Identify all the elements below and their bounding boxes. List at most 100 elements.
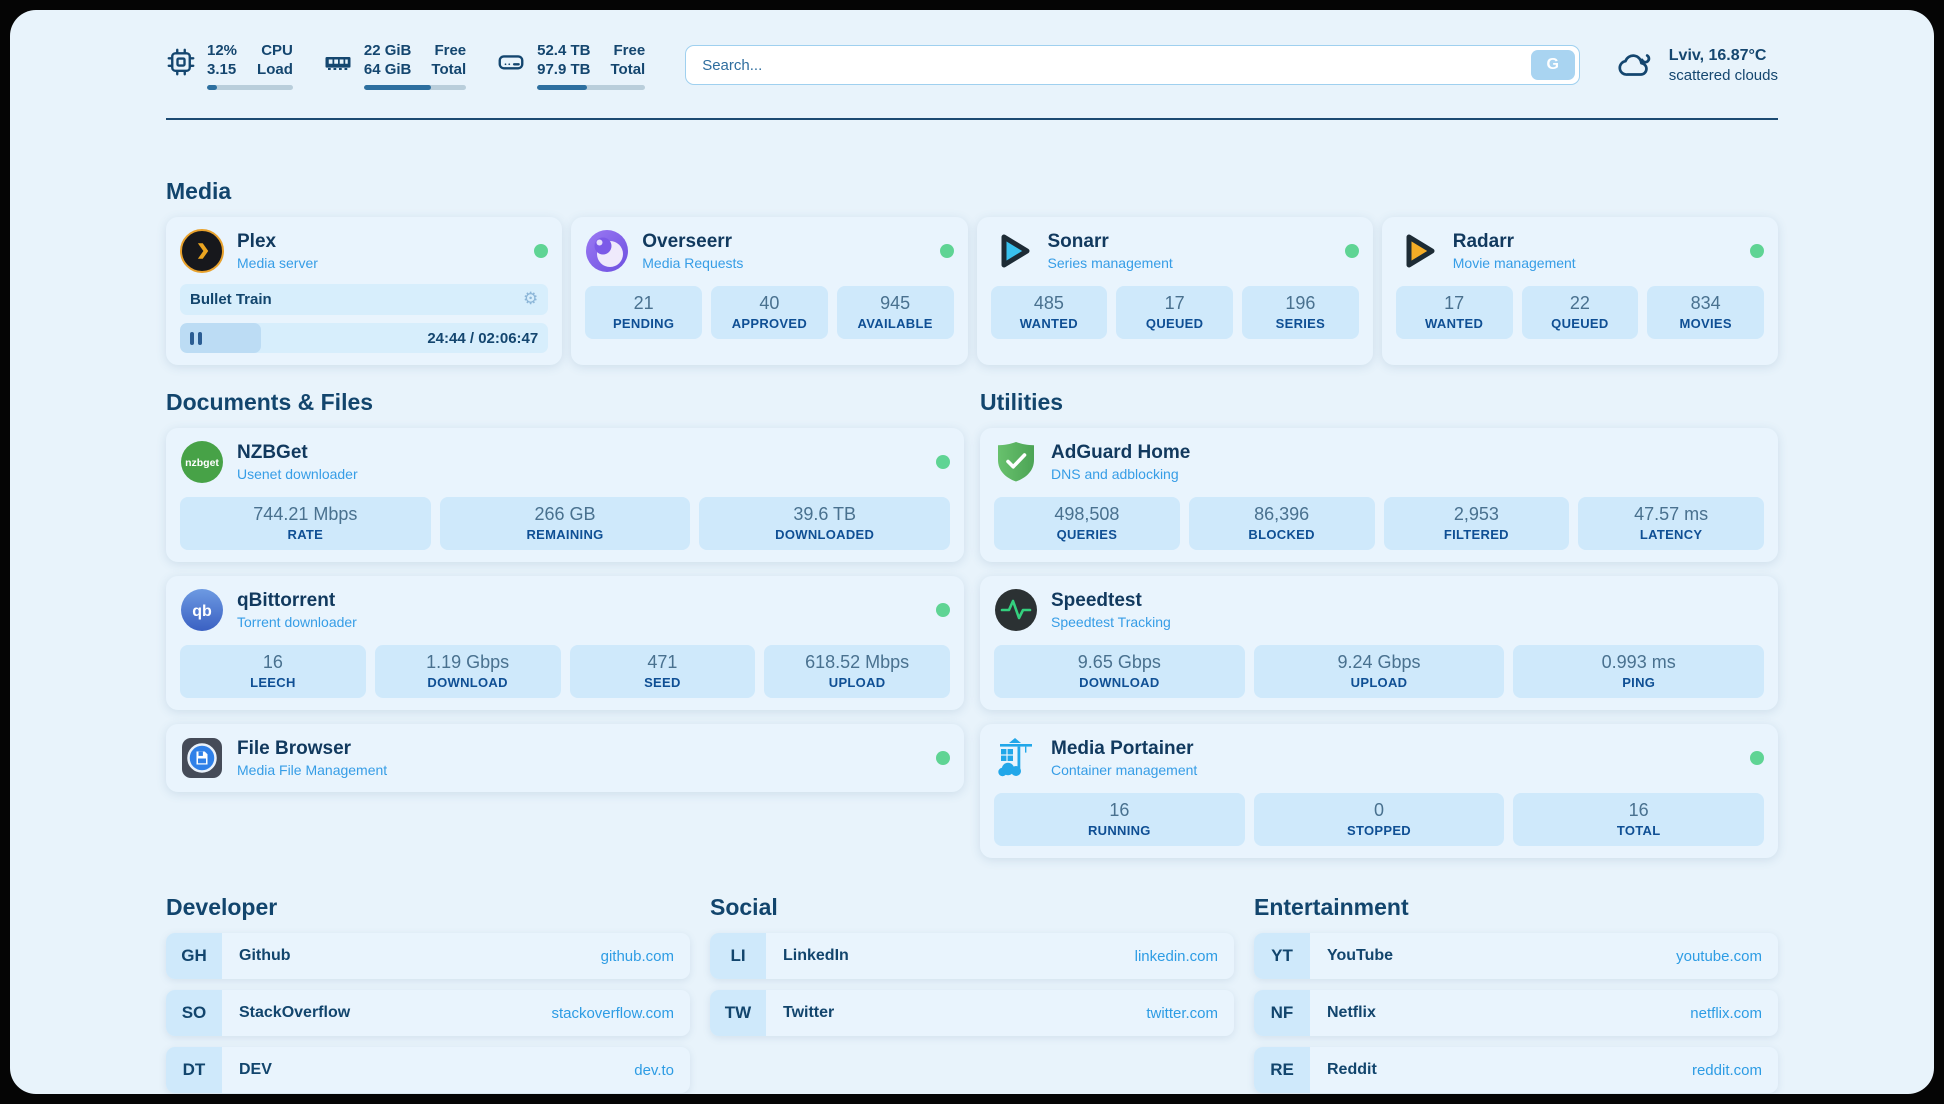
bookmark-badge: NF	[1254, 990, 1310, 1036]
app-card-speedtest[interactable]: Speedtest Speedtest Tracking 9.65 Gbps DO…	[980, 576, 1778, 710]
bookmark-domain: reddit.com	[1691, 1061, 1762, 1079]
bookmark-domain: linkedin.com	[1134, 947, 1218, 965]
app-card-adguard[interactable]: AdGuard Home DNS and adblocking 498,508 Q…	[980, 428, 1778, 562]
stat-box: 9.24 Gbps UPLOAD	[1253, 645, 1505, 698]
now-playing-title: Bullet Train	[190, 291, 272, 308]
qbittorrent-icon: qb	[181, 589, 223, 631]
playback-progressbar[interactable]: 24:44 / 02:06:47	[180, 323, 549, 353]
app-name: File Browser	[237, 737, 352, 759]
disk-total-value: 97.9 TB	[537, 61, 591, 78]
portainer-icon	[998, 738, 1032, 777]
app-card-overseerr[interactable]: Overseerr Media Requests 21 PENDING 40 APP…	[571, 217, 968, 365]
stat-box: 17 QUEUED	[1116, 286, 1233, 339]
cloud-icon	[1618, 54, 1650, 76]
search-input[interactable]	[685, 45, 1580, 85]
bookmark-netflix[interactable]: NF Netflix netflix.com	[1254, 990, 1778, 1036]
app-desc: Media File Management	[237, 762, 388, 779]
section-title-entertainment: Entertainment	[1254, 894, 1409, 920]
app-desc: DNS and adblocking	[1051, 466, 1179, 483]
bookmark-name: Github	[239, 947, 291, 964]
stat-box: 266 GB REMAINING	[439, 497, 691, 550]
app-desc: Speedtest Tracking	[1051, 614, 1171, 631]
overseerr-icon	[586, 230, 629, 272]
bookmark-linkedin[interactable]: LI LinkedIn linkedin.com	[710, 933, 1234, 979]
app-card-plex[interactable]: Plex Media server Bullet Train ⚙ 24:44 /…	[166, 217, 563, 365]
app-card-radarr[interactable]: Radarr Movie management 17 WANTED 22 QUEUE…	[1381, 217, 1778, 365]
cpu-progressbar	[207, 84, 293, 90]
stat-box: 834 MOVIES	[1647, 286, 1764, 339]
app-card-filebrowser[interactable]: File Browser Media File Management	[166, 724, 964, 792]
app-card-portainer[interactable]: Media Portainer Container management 16 R…	[980, 724, 1778, 858]
search-engine-button[interactable]: G	[1530, 50, 1575, 80]
bookmark-stackoverflow[interactable]: SO StackOverflow stackoverflow.com	[166, 990, 690, 1036]
bookmark-name: Twitter	[783, 1004, 835, 1021]
app-desc: Usenet downloader	[237, 466, 358, 483]
status-dot-online	[1750, 244, 1764, 258]
app-name: Sonarr	[1047, 230, 1109, 252]
playback-time: 24:44 / 02:06:47	[427, 329, 539, 347]
gear-icon[interactable]: ⚙	[523, 289, 539, 309]
pause-icon[interactable]	[190, 331, 202, 345]
cpu-load-value: 3.15	[207, 61, 237, 78]
app-name: Speedtest	[1051, 589, 1142, 611]
app-desc: Media server	[237, 255, 318, 272]
filebrowser-icon	[182, 738, 222, 778]
stat-box: 471 SEED	[569, 645, 756, 698]
disk-unit-top: Free	[613, 41, 646, 59]
stat-box: 0 STOPPED	[1253, 793, 1505, 846]
bookmark-dev[interactable]: DT DEV dev.to	[166, 1047, 690, 1093]
bookmark-name: DEV	[239, 1061, 272, 1078]
stat-box: 2,953 FILTERED	[1383, 497, 1570, 550]
weather-widget[interactable]: Lviv, 16.87°C scattered clouds	[1618, 47, 1778, 84]
app-card-sonarr[interactable]: Sonarr Series management 485 WANTED 17 QUE…	[976, 217, 1373, 365]
bookmark-domain: twitter.com	[1146, 1004, 1218, 1022]
status-dot-online	[1750, 751, 1764, 765]
speedtest-icon	[995, 589, 1037, 631]
bookmark-badge: DT	[166, 1047, 222, 1093]
app-desc: Torrent downloader	[237, 614, 357, 631]
ram-progressbar	[363, 84, 467, 90]
bookmark-domain: netflix.com	[1690, 1004, 1762, 1022]
ram-free-value: 22 GiB	[363, 41, 412, 59]
stat-box: 47.57 ms LATENCY	[1578, 497, 1764, 550]
dashboard-panel: 12% 3.15 CPU Load 22 GiB 64 GiB	[10, 10, 1934, 1094]
stat-box: 9.65 Gbps DOWNLOAD	[994, 645, 1245, 698]
app-name: NZBGet	[237, 441, 308, 463]
app-desc: Movie management	[1452, 255, 1576, 272]
ram-unit-bottom: Total	[431, 61, 467, 78]
bookmark-twitter[interactable]: TW Twitter twitter.com	[710, 990, 1234, 1036]
stat-box: 196 SERIES	[1242, 286, 1359, 339]
cpu-unit-bottom: Load	[257, 61, 293, 78]
disk-free-value: 52.4 TB	[537, 41, 591, 59]
section-title-documents: Documents & Files	[166, 389, 374, 415]
bookmark-reddit[interactable]: RE Reddit reddit.com	[1254, 1047, 1778, 1093]
header-divider	[166, 118, 1778, 120]
stat-box: 86,396 BLOCKED	[1188, 497, 1375, 550]
bookmark-github[interactable]: GH Github github.com	[166, 933, 690, 979]
status-dot-online	[939, 244, 954, 258]
nzbget-icon: nzbget	[181, 441, 223, 483]
bookmark-badge: LI	[710, 933, 766, 979]
stat-box: 22 QUEUED	[1521, 286, 1639, 339]
top-bar: 12% 3.15 CPU Load 22 GiB 64 GiB	[166, 36, 1778, 94]
app-card-nzbget[interactable]: nzbget NZBGet Usenet downloader 744.21 M…	[166, 428, 964, 562]
stat-box: 744.21 Mbps RATE	[180, 497, 431, 550]
app-name: Radarr	[1452, 230, 1514, 252]
bookmark-name: LinkedIn	[783, 947, 849, 964]
bookmark-name: YouTube	[1327, 947, 1394, 964]
ram-icon	[325, 56, 351, 70]
bookmark-badge: GH	[166, 933, 222, 979]
bookmark-youtube[interactable]: YT YouTube youtube.com	[1254, 933, 1778, 979]
app-name: qBittorrent	[237, 589, 336, 611]
status-dot-online	[1344, 244, 1359, 258]
status-dot-online	[936, 751, 950, 765]
bookmark-badge: RE	[1254, 1047, 1310, 1093]
stat-box: 485 WANTED	[990, 286, 1108, 339]
bookmark-domain: stackoverflow.com	[551, 1004, 674, 1022]
stat-box: 1.19 Gbps DOWNLOAD	[374, 645, 561, 698]
status-dot-online	[534, 244, 549, 258]
cpu-icon	[167, 48, 195, 75]
ram-unit-top: Free	[434, 41, 467, 59]
app-card-qbittorrent[interactable]: qb qBittorrent Torrent downloader 16 LEEC…	[166, 576, 964, 710]
bookmark-badge: YT	[1254, 933, 1310, 979]
